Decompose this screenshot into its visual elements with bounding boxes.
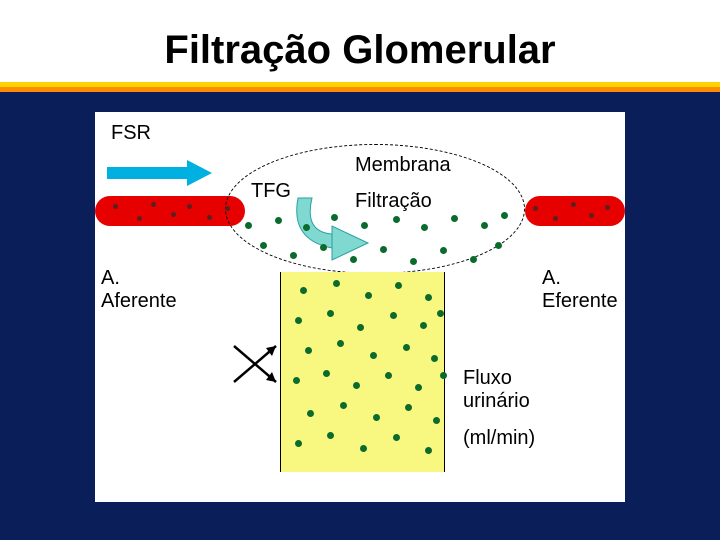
particle: [495, 242, 502, 249]
particle: [353, 382, 360, 389]
particle: [533, 206, 538, 211]
slide-title: Filtração Glomerular: [164, 28, 555, 73]
particle: [337, 340, 344, 347]
label-aferente: A. Aferente: [101, 267, 177, 313]
particle: [393, 216, 400, 223]
label-tfg: TFG: [251, 180, 291, 203]
label-fluxo: Fluxo urinário: [463, 367, 530, 413]
particle: [333, 280, 340, 287]
particle: [260, 242, 267, 249]
particle: [421, 224, 428, 231]
particle: [320, 244, 327, 251]
particle: [433, 417, 440, 424]
particle: [207, 215, 212, 220]
label-membrana: Membrana: [355, 154, 451, 177]
particle: [451, 215, 458, 222]
particle: [410, 258, 417, 265]
particle: [350, 256, 357, 263]
particle: [151, 202, 156, 207]
particle: [415, 384, 422, 391]
particle: [390, 312, 397, 319]
particle: [360, 445, 367, 452]
label-fluxo-l1: Fluxo: [463, 367, 512, 389]
particle: [305, 347, 312, 354]
label-filtracao: Filtração: [355, 190, 432, 213]
diagram-canvas: FSR TFG Membrana Filtração A.: [95, 112, 625, 502]
particle: [331, 214, 338, 221]
afferent-arteriole: [95, 196, 245, 226]
label-eferente-l1: A.: [542, 267, 561, 289]
label-aferente-l2: Aferente: [101, 290, 177, 312]
label-fsr: FSR: [111, 122, 151, 145]
particle: [420, 322, 427, 329]
particle: [440, 247, 447, 254]
particle: [431, 355, 438, 362]
particle: [295, 440, 302, 447]
particle: [385, 372, 392, 379]
particle: [393, 434, 400, 441]
particle: [327, 310, 334, 317]
header-band: Filtração Glomerular: [0, 0, 720, 90]
particle: [553, 216, 558, 221]
particle: [365, 292, 372, 299]
particle: [380, 246, 387, 253]
particle: [481, 222, 488, 229]
particle: [187, 204, 192, 209]
slide-root: Filtração Glomerular FSR TFG: [0, 0, 720, 540]
particle: [425, 294, 432, 301]
label-eferente-l2: Eferente: [542, 290, 618, 312]
particle: [589, 213, 594, 218]
efferent-arteriole: [525, 196, 625, 226]
urinary-tube: [280, 272, 445, 472]
particle: [605, 205, 610, 210]
label-eferente: A. Eferente: [542, 267, 618, 313]
particle: [395, 282, 402, 289]
particle: [171, 212, 176, 217]
particle: [290, 252, 297, 259]
label-aferente-l1: A.: [101, 267, 120, 289]
particle: [113, 204, 118, 209]
particle: [373, 414, 380, 421]
particle: [437, 310, 444, 317]
label-unit: (ml/min): [463, 427, 535, 450]
cross-arrows-icon: [230, 340, 280, 388]
particle: [340, 402, 347, 409]
particle: [293, 377, 300, 384]
particle: [225, 206, 230, 211]
particle: [361, 222, 368, 229]
fsr-arrow-icon: [107, 160, 212, 186]
particle: [370, 352, 377, 359]
particle: [440, 372, 447, 379]
particle: [425, 447, 432, 454]
particle: [571, 202, 576, 207]
particle: [245, 222, 252, 229]
particle: [295, 317, 302, 324]
particle: [327, 432, 334, 439]
particle: [323, 370, 330, 377]
particle: [357, 324, 364, 331]
particle: [501, 212, 508, 219]
particle: [405, 404, 412, 411]
divider-orange: [0, 87, 720, 92]
particle: [307, 410, 314, 417]
particle: [470, 256, 477, 263]
particle: [275, 217, 282, 224]
particle: [403, 344, 410, 351]
particle: [303, 224, 310, 231]
particle: [137, 216, 142, 221]
label-fluxo-l2: urinário: [463, 390, 530, 412]
particle: [300, 287, 307, 294]
